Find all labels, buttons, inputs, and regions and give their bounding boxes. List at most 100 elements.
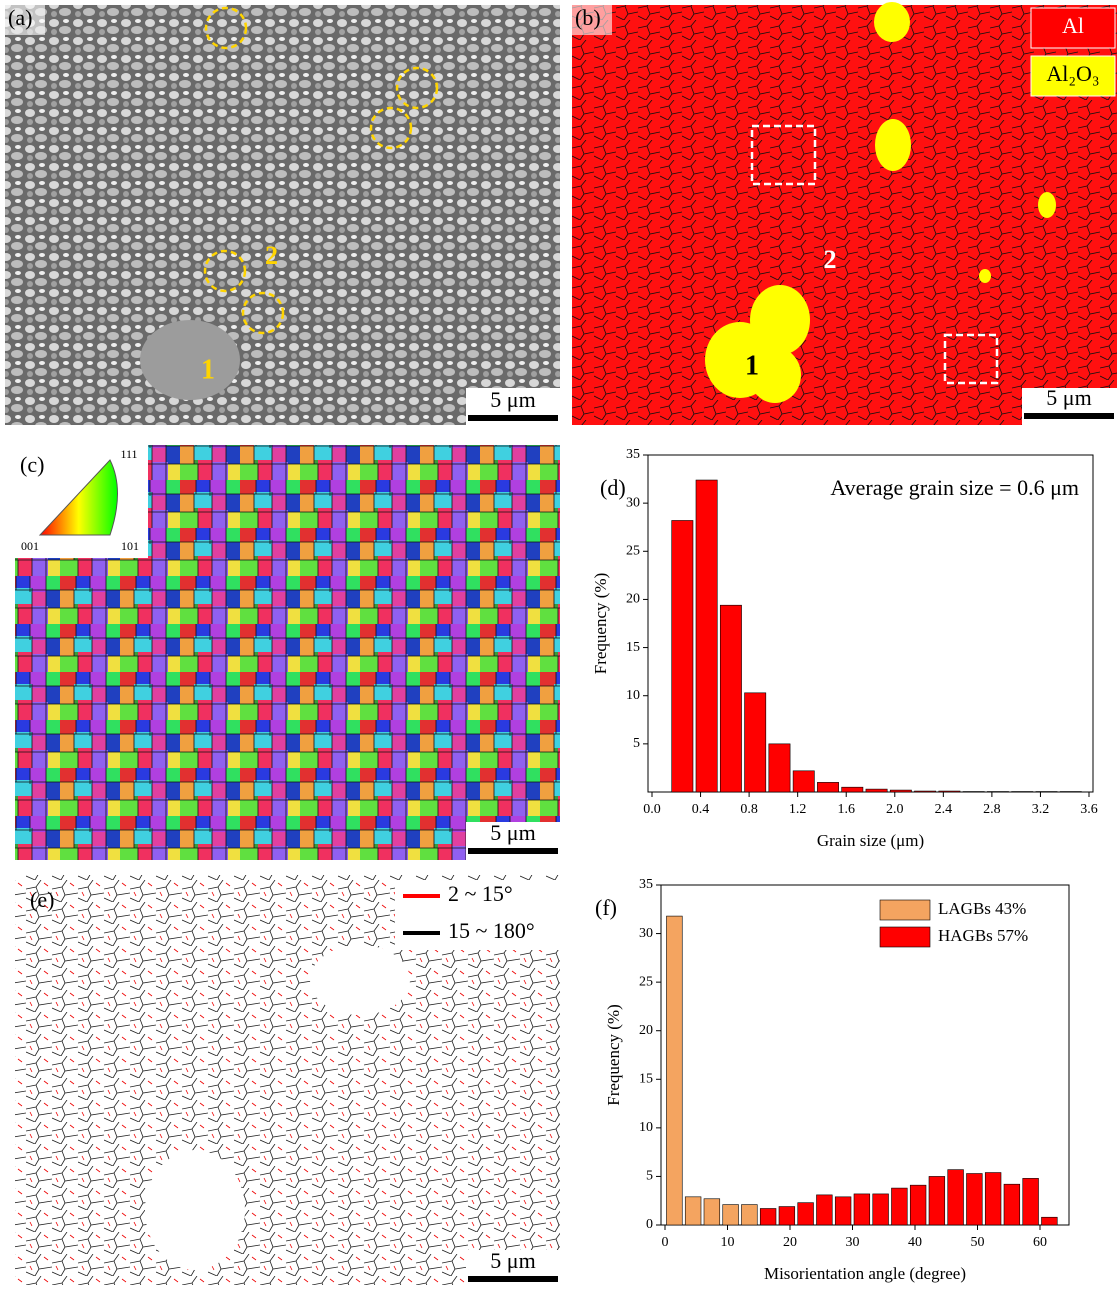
bar — [1004, 1184, 1020, 1225]
al2o3-particle — [750, 285, 810, 355]
x-tick-label: 3.2 — [1032, 802, 1050, 817]
x-axis-label: Misorientation angle (degree) — [764, 1264, 966, 1283]
legend-label: LAGBs 43% — [938, 899, 1026, 918]
bar — [769, 744, 790, 792]
bar — [745, 693, 766, 792]
x-tick-label: 30 — [846, 1235, 860, 1250]
bar — [696, 480, 717, 792]
y-tick-label: 5 — [633, 736, 640, 751]
bar — [910, 1185, 926, 1225]
panel-label: (e) — [30, 887, 54, 912]
legend-label: Al₂O₃ — [1046, 61, 1099, 86]
panel-label: (b) — [575, 5, 601, 30]
ipf-key-label: 111 — [120, 447, 137, 461]
al2o3-particle — [1038, 192, 1056, 218]
bar — [914, 791, 935, 792]
x-tick-label: 60 — [1033, 1235, 1047, 1250]
y-tick-label: 20 — [639, 1023, 653, 1038]
panel-label: (d) — [600, 475, 626, 500]
x-tick-label: 50 — [971, 1235, 985, 1250]
bar — [929, 1176, 945, 1225]
y-tick-label: 0 — [646, 1217, 653, 1232]
bar — [817, 782, 838, 792]
y-tick-label: 25 — [626, 544, 640, 559]
scale-bar-label: 5 μm — [490, 820, 535, 845]
scale-bar-label: 5 μm — [1046, 385, 1091, 410]
x-tick-label: 3.6 — [1080, 802, 1098, 817]
x-axis-label: Grain size (μm) — [817, 831, 924, 850]
ipf-map — [148, 445, 560, 860]
sem-image — [5, 5, 560, 425]
x-tick-label: 0.8 — [740, 802, 758, 817]
x-tick-label: 40 — [908, 1235, 922, 1250]
blank-region — [145, 1150, 245, 1270]
bar — [720, 605, 741, 792]
bar — [793, 771, 814, 792]
bar — [890, 790, 911, 792]
x-tick-label: 0 — [662, 1235, 669, 1250]
x-tick-label: 2.8 — [983, 802, 1001, 817]
x-tick-label: 0.4 — [692, 802, 710, 817]
bar — [866, 789, 887, 792]
panel-label: (c) — [20, 452, 44, 477]
bar — [817, 1195, 833, 1225]
y-tick-label: 30 — [639, 926, 653, 941]
al2o3-particle — [979, 269, 991, 283]
scale-bar-label: 5 μm — [490, 387, 535, 412]
x-tick-label: 20 — [783, 1235, 797, 1250]
bar — [967, 1174, 983, 1225]
bar — [985, 1173, 1001, 1225]
scale-bar — [1024, 413, 1114, 419]
x-tick-label: 1.2 — [789, 802, 807, 817]
ipf-key — [40, 460, 118, 535]
scale-bar — [468, 848, 558, 854]
bar — [854, 1194, 870, 1225]
y-tick-label: 5 — [646, 1169, 653, 1184]
figure: 2 1 (a) 5 μm 2 1 Al Al₂O₃ (b) 5 μm 111 0… — [0, 0, 1117, 1289]
y-tick-label: 35 — [639, 877, 653, 892]
x-tick-label: 2.0 — [886, 802, 904, 817]
panel-label: (f) — [595, 895, 617, 920]
x-tick-label: 0.0 — [643, 802, 661, 817]
ipf-map — [15, 558, 148, 860]
bar — [892, 1188, 908, 1225]
x-tick-label: 1.6 — [837, 802, 855, 817]
bar — [704, 1199, 720, 1225]
legend-label: HAGBs 57% — [938, 926, 1028, 945]
bar — [1042, 1217, 1058, 1225]
bar — [742, 1205, 758, 1225]
legend-swatch — [880, 900, 930, 920]
legend-label: 2 ~ 15° — [448, 881, 513, 906]
bar — [798, 1203, 814, 1225]
bar — [685, 1197, 701, 1225]
ipf-key-label: 101 — [121, 539, 139, 553]
bar — [760, 1208, 776, 1225]
y-tick-label: 10 — [626, 688, 640, 703]
y-tick-label: 20 — [626, 592, 640, 607]
al2o3-particle — [874, 2, 910, 42]
legend-label: 15 ~ 180° — [448, 918, 535, 943]
panel-label: (a) — [8, 5, 32, 30]
annotation: 2 — [265, 241, 278, 270]
y-tick-label: 10 — [639, 1120, 653, 1135]
blank-region — [310, 945, 410, 1015]
annotation: 1 — [201, 354, 215, 385]
y-tick-label: 35 — [626, 447, 640, 462]
annotation: 1 — [745, 350, 759, 381]
y-axis-label: Frequency (%) — [604, 1004, 623, 1106]
y-tick-label: 25 — [639, 974, 653, 989]
x-tick-label: 2.4 — [935, 802, 953, 817]
particle — [140, 320, 240, 400]
legend-swatch — [880, 927, 930, 947]
y-tick-label: 15 — [639, 1072, 653, 1087]
legend-label: Al — [1062, 13, 1084, 38]
bar — [842, 787, 863, 792]
bar — [667, 916, 683, 1225]
bar — [723, 1205, 739, 1225]
bar — [873, 1194, 889, 1225]
ipf-key-label: 001 — [21, 539, 39, 553]
y-tick-label: 30 — [626, 495, 640, 510]
al2o3-particle — [875, 119, 911, 171]
bar — [779, 1207, 795, 1225]
scale-bar — [468, 1276, 558, 1282]
